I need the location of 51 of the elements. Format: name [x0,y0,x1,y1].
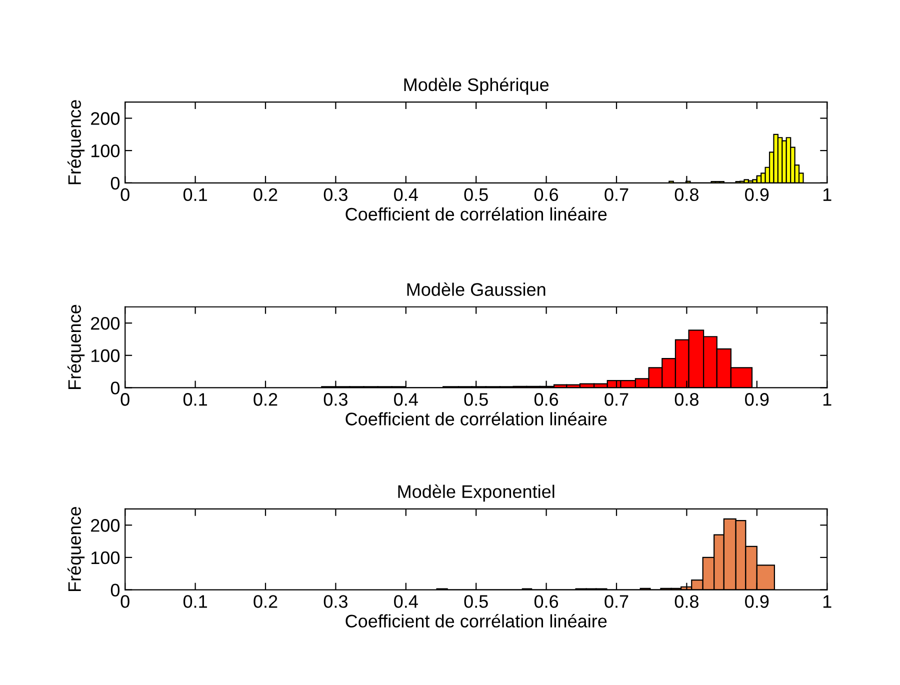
x-tick-label: 0 [120,595,130,608]
x-tick-label: 0.5 [464,595,488,608]
x-tick-label: 0.3 [324,393,348,406]
y-tick-label: 100 [91,144,120,158]
x-tick-label: 0.8 [674,393,698,406]
x-tick-label: 0.4 [394,393,418,406]
x-tick-label: 0.1 [183,188,207,202]
x-tick-label: 0.8 [674,188,698,202]
x-tick-label: 0 [120,393,130,406]
x-tick-label: 0.2 [254,595,278,608]
x-tick-label: 0.1 [183,595,207,608]
x-tick-label: 1 [823,393,832,406]
x-tick-label: 0.9 [745,595,769,608]
chart-title: Modèle Exponentiel [398,484,554,502]
x-tick-label: 0.1 [183,393,207,406]
x-tick-label: 0.9 [745,188,769,202]
x-axis-title: Coefficient de corrélation linéaire [346,614,607,628]
x-tick-label: 0.8 [674,595,698,608]
y-tick-label: 100 [91,349,120,362]
chart-title: Modèle Gaussien [407,282,546,296]
x-tick-label: 0.4 [394,595,418,608]
x-tick-label: 0 [120,188,130,202]
x-tick-label: 0.7 [604,595,628,608]
x-tick-label: 0.6 [534,393,558,406]
x-tick-label: 0.5 [464,393,488,406]
x-tick-label: 1 [823,595,832,608]
x-tick-label: 1 [823,188,832,201]
x-tick-label: 0.3 [324,595,348,608]
y-tick-label: 100 [91,551,120,564]
x-tick-label: 0.6 [534,595,558,608]
y-tick-label: 0 [110,176,120,190]
x-tick-label: 0.9 [745,393,769,406]
x-tick-label: 0.5 [464,188,488,202]
y-axis-title: Fréquence [68,507,85,592]
y-tick-label: 200 [91,112,120,125]
x-tick-label: 0.2 [254,393,278,406]
x-tick-label: 0.4 [394,188,418,202]
y-tick-label: 0 [110,382,120,394]
x-tick-label: 0.7 [604,393,628,406]
x-tick-label: 0.2 [254,188,278,202]
y-tick-label: 200 [91,316,120,330]
x-tick-label: 0.7 [604,188,628,202]
y-axis-title: Fréquence [68,100,85,184]
x-axis-title: Coefficient de corrélation linéaire [346,412,607,426]
chart-title: Modèle Sphérique [404,78,549,95]
y-tick-label: 0 [110,584,120,597]
x-axis-title: Coefficient de corrélation linéaire [346,207,607,221]
x-tick-label: 0.3 [324,188,348,202]
y-tick-label: 200 [91,519,120,532]
x-tick-label: 0.6 [534,188,558,202]
y-axis-title: Fréquence [68,304,85,389]
